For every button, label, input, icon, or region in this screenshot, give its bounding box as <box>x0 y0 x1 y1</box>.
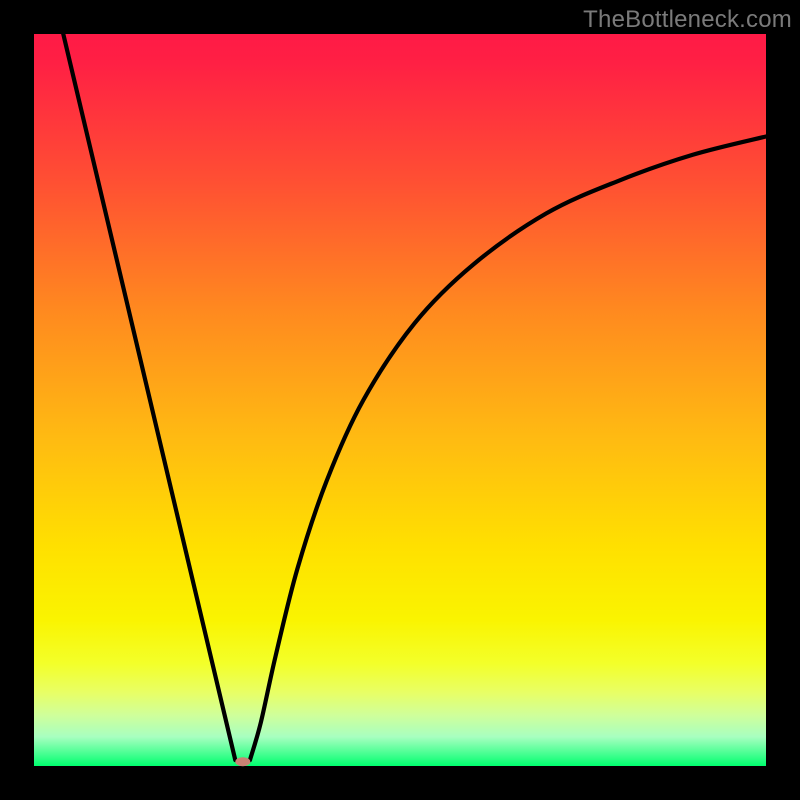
plot-area <box>34 34 766 766</box>
watermark-text: TheBottleneck.com <box>583 6 792 34</box>
chart-frame: TheBottleneck.com <box>0 0 800 800</box>
minimum-marker <box>235 757 250 767</box>
